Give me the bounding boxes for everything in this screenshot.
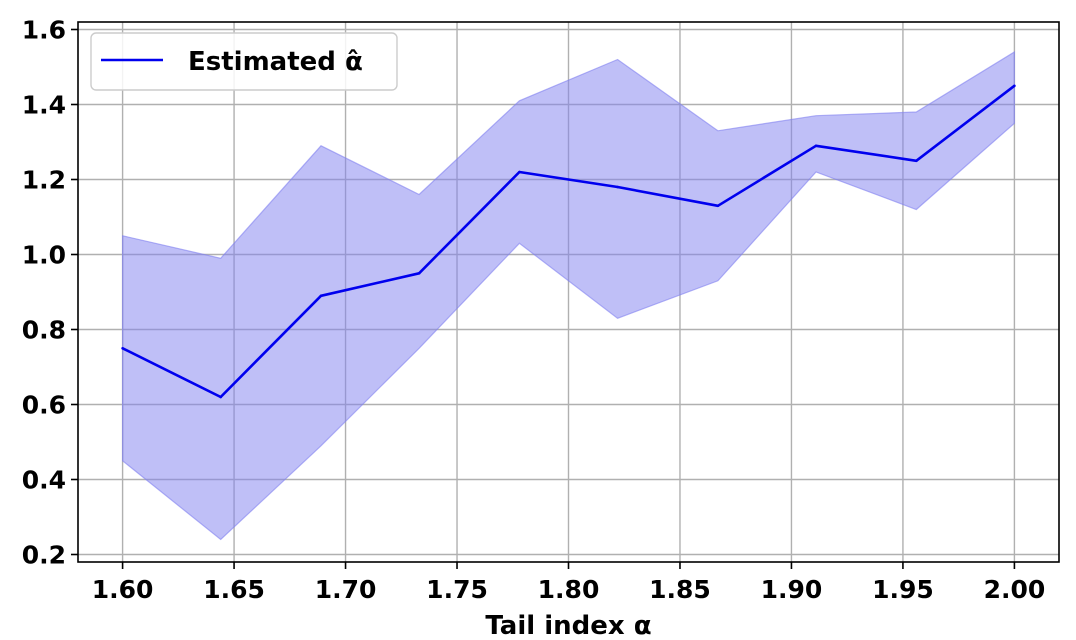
- legend-box: [90, 32, 398, 91]
- data-point: [814, 144, 818, 148]
- legend: Estimated α̂: [90, 32, 398, 91]
- y-tick-label: 0.8: [22, 316, 66, 345]
- confidence-band: [121, 50, 1016, 541]
- y-tick-label: 1.6: [22, 16, 66, 45]
- data-point: [219, 395, 222, 399]
- series-line-layer: [121, 84, 1016, 399]
- data-point: [518, 170, 521, 174]
- x-tick-label: 1.75: [426, 575, 488, 604]
- x-tick-label: 1.85: [649, 575, 711, 604]
- x-tick-label: 1.95: [872, 575, 934, 604]
- x-tick-label: 1.60: [92, 575, 154, 604]
- series-line: [122, 84, 1016, 399]
- confidence-band-layer: [121, 50, 1016, 541]
- data-point: [1013, 84, 1016, 88]
- data-point: [915, 159, 918, 163]
- y-tick-label: 0.4: [22, 466, 66, 495]
- y-tick-label: 0.2: [22, 541, 66, 570]
- x-tick-label: 1.70: [315, 575, 377, 604]
- x-tick-label: 1.65: [203, 575, 265, 604]
- data-point: [616, 185, 619, 189]
- y-axis-ticks: 0.2 0.4 0.6 0.8 1.0 1.2 1.4 1.6: [22, 16, 78, 570]
- data-point: [121, 346, 124, 350]
- data-point: [716, 204, 720, 208]
- x-tick-label: 1.80: [538, 575, 600, 604]
- data-point: [417, 271, 421, 275]
- x-axis-ticks: 1.60 1.65 1.70 1.75 1.80 1.85 1.90 1.95 2.00: [92, 562, 1046, 604]
- legend-label: Estimated α̂: [188, 47, 363, 77]
- x-axis-label: Tail index α: [485, 611, 651, 640]
- y-tick-label: 0.6: [22, 391, 66, 420]
- y-tick-label: 1.0: [22, 241, 66, 270]
- x-tick-label: 2.00: [984, 575, 1046, 604]
- y-tick-label: 1.4: [22, 91, 66, 120]
- x-tick-label: 1.90: [761, 575, 823, 604]
- data-point: [319, 294, 323, 298]
- y-tick-label: 1.2: [22, 166, 66, 195]
